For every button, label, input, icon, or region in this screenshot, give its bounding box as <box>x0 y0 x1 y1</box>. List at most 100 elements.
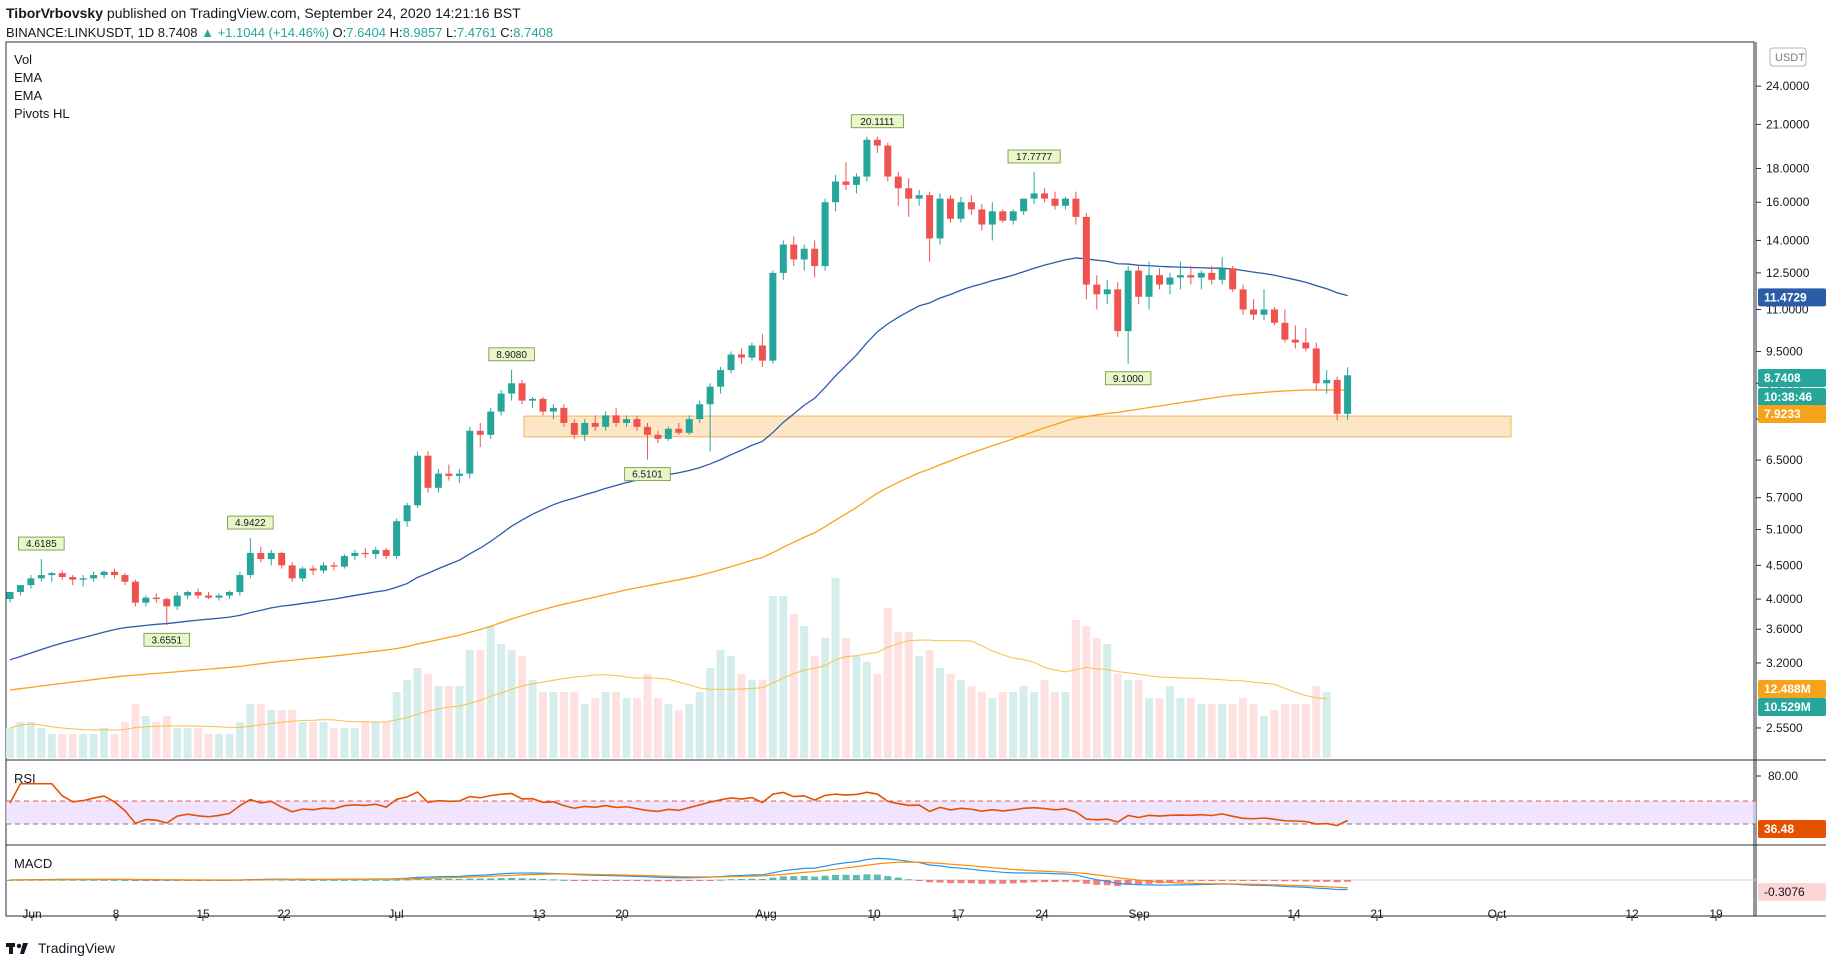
high-value: 8.9857 <box>402 25 443 40</box>
volume-bar <box>747 680 756 758</box>
candle-body <box>518 383 526 401</box>
macd-hist-bar <box>717 879 725 881</box>
volume-bar <box>1322 692 1331 758</box>
volume-bar <box>1061 692 1070 758</box>
volume-bar <box>695 692 704 758</box>
pivot-label: 4.6185 <box>18 536 65 551</box>
macd-hist-bar <box>90 879 98 881</box>
chart-frame <box>5 41 1755 917</box>
rsi-label[interactable]: RSI <box>14 771 36 786</box>
indicator-ema-1[interactable]: EMA <box>14 70 43 85</box>
price-tick-label: 3.2000 <box>1766 656 1803 670</box>
volume-bar <box>800 626 809 758</box>
volume-bar <box>915 656 924 758</box>
macd-hist-bar <box>842 874 850 880</box>
candle-body <box>926 195 934 239</box>
candle-body <box>372 549 380 555</box>
macd-hist-bar <box>873 874 881 880</box>
macd-hist-bar <box>508 877 516 880</box>
candle-body <box>152 597 160 600</box>
volume-bar <box>79 734 88 758</box>
candle-body <box>758 345 766 361</box>
indicator-ema-2[interactable]: EMA <box>14 88 43 103</box>
price-tick-label: 5.1000 <box>1766 523 1803 537</box>
volume-bar <box>842 638 850 758</box>
macd-hist-bar <box>696 880 704 881</box>
candle-body <box>476 430 484 435</box>
price-chart[interactable]: 24.0000 21.0000 18.0000 16.0000 14.0000 12.50… <box>0 0 1828 930</box>
candle-body <box>299 568 307 579</box>
candle-body <box>1208 272 1216 280</box>
candle-body <box>978 209 986 225</box>
candle-body <box>340 555 348 567</box>
x-tick-label: Jul <box>388 907 403 921</box>
candle-body <box>560 407 568 423</box>
volume-bar <box>591 698 600 758</box>
volume-bar <box>1030 692 1039 758</box>
currency-box <box>1769 47 1807 67</box>
rsi-band <box>6 801 1756 824</box>
pivot-label: 20.1111 <box>850 114 904 129</box>
macd-hist-bar <box>967 880 975 884</box>
candle-body <box>1260 309 1268 315</box>
x-tick-label: Aug <box>755 907 776 921</box>
volume-bar <box>350 728 359 758</box>
macd-hist-bar <box>1344 880 1352 882</box>
candle-body <box>351 552 359 556</box>
symbol-line: BINANCE:LINKUSDT, 1D 8.7408 ▲ +1.1044 (+… <box>6 24 553 42</box>
macd-hist-bar <box>1333 880 1341 883</box>
macd-hist-bar <box>1030 880 1038 883</box>
indicator-pivots[interactable]: Pivots HL <box>14 106 70 121</box>
last-price: 8.7408 <box>157 25 198 40</box>
volume-bar <box>674 710 683 758</box>
candle-body <box>414 455 422 506</box>
volume-bar <box>319 722 328 758</box>
price-tick-label: 4.5000 <box>1766 558 1803 572</box>
candle-body <box>1166 277 1174 285</box>
x-tick-label: 21 <box>1370 907 1384 921</box>
volume-bar <box>215 734 223 758</box>
volume-bar <box>1071 620 1080 758</box>
volume-bar <box>173 728 182 758</box>
macd-hist-bar <box>832 874 840 880</box>
candle-body <box>738 354 745 358</box>
volume-bar <box>956 680 965 758</box>
volume-bar <box>580 704 589 758</box>
tradingview-logo-icon[interactable] <box>6 941 32 955</box>
volume-bar <box>601 692 610 758</box>
indicator-vol[interactable]: Vol <box>14 52 33 67</box>
macd-hist-bar <box>790 876 798 880</box>
macd-label[interactable]: MACD <box>14 856 53 871</box>
chart-header: TiborVrbovsky published on TradingView.c… <box>6 4 553 42</box>
macd-hist-bar <box>675 880 683 882</box>
candle-body <box>1270 309 1278 323</box>
volume-bar <box>392 692 401 758</box>
macd-hist-bar <box>1187 880 1195 882</box>
macd-hist-bar <box>1124 880 1132 886</box>
volume-bar <box>894 632 903 758</box>
candle-body <box>278 552 286 566</box>
pivot-label: 6.5101 <box>624 467 671 482</box>
price-tick-label: 21.0000 <box>1766 117 1810 131</box>
rsi-badge: 36.48 <box>1764 822 1794 836</box>
x-tick-label: 13 <box>532 907 546 921</box>
macd-hist-bar <box>1302 880 1310 882</box>
macd-hist-bar <box>424 878 432 880</box>
candle-body <box>811 248 819 267</box>
candle-body <box>1103 289 1111 295</box>
macd-hist-bar <box>852 874 860 880</box>
volume-bar <box>1145 698 1154 758</box>
macd-hist-bar <box>915 880 923 881</box>
macd-hist-bar <box>633 880 641 882</box>
publish-text: published on TradingView.com, September … <box>103 5 521 21</box>
macd-hist-bar <box>1051 880 1059 883</box>
volume-badge-bg <box>1758 698 1826 716</box>
macd-hist-bar <box>320 879 327 881</box>
macd-hist-bar <box>894 877 902 880</box>
candle-body <box>957 202 965 219</box>
macd-hist-bar <box>487 878 495 880</box>
open-value: 7.6404 <box>346 25 387 40</box>
publisher-name[interactable]: TiborVrbovsky <box>6 5 104 21</box>
brand-name[interactable]: TradingView <box>38 940 116 956</box>
price-tick-label: 24.0000 <box>1766 79 1810 93</box>
